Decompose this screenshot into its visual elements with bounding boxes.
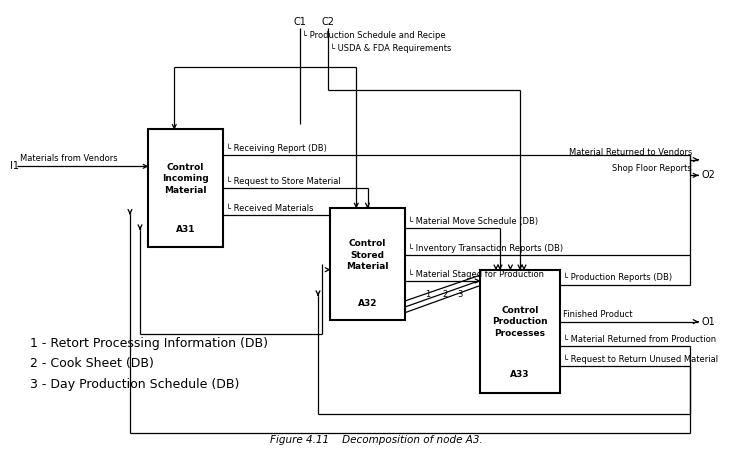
Text: Control
Production
Processes: Control Production Processes (493, 306, 547, 338)
Text: Materials from Vendors: Materials from Vendors (20, 154, 117, 163)
Text: └ USDA & FDA Requirements: └ USDA & FDA Requirements (330, 44, 451, 53)
Bar (148, 129, 223, 247)
Text: └ Request to Store Material: └ Request to Store Material (226, 177, 341, 186)
Text: C1: C1 (293, 17, 306, 27)
Text: └ Request to Return Unused Material: └ Request to Return Unused Material (563, 355, 718, 364)
Text: 2 - Cook Sheet (DB): 2 - Cook Sheet (DB) (30, 357, 154, 370)
Text: C2: C2 (322, 17, 335, 27)
Bar (330, 208, 405, 320)
Text: O1: O1 (701, 316, 714, 326)
Text: 1 - Retort Processing Information (DB): 1 - Retort Processing Information (DB) (30, 337, 268, 350)
Text: 1: 1 (426, 291, 431, 300)
Text: └ Production Schedule and Recipe: └ Production Schedule and Recipe (302, 30, 446, 40)
Text: └ Receiving Report (DB): └ Receiving Report (DB) (226, 143, 327, 153)
Text: └ Production Reports (DB): └ Production Reports (DB) (563, 273, 672, 282)
Text: I1: I1 (10, 161, 19, 171)
Text: └ Material Staged for Production: └ Material Staged for Production (408, 269, 544, 279)
Text: A33: A33 (511, 370, 529, 379)
Text: Figure 4.11    Decomposition of node A3.: Figure 4.11 Decomposition of node A3. (270, 435, 482, 445)
Text: Material Returned to Vendors: Material Returned to Vendors (569, 148, 692, 158)
Text: O2: O2 (701, 170, 715, 180)
Text: └ Received Materials: └ Received Materials (226, 204, 314, 213)
Bar (480, 270, 560, 393)
Text: A31: A31 (176, 225, 196, 234)
Text: Control
Stored
Material: Control Stored Material (346, 239, 389, 271)
Text: A32: A32 (358, 299, 378, 308)
Text: Control
Incoming
Material: Control Incoming Material (162, 163, 209, 195)
Text: └ Material Returned from Production: └ Material Returned from Production (563, 335, 716, 344)
Text: 2: 2 (442, 291, 447, 300)
Text: 3: 3 (457, 291, 462, 300)
Text: Shop Floor Reports: Shop Floor Reports (612, 164, 692, 173)
Text: Finished Product: Finished Product (563, 311, 632, 319)
Text: 3 - Day Production Schedule (DB): 3 - Day Production Schedule (DB) (30, 378, 239, 390)
Text: └ Material Move Schedule (DB): └ Material Move Schedule (DB) (408, 217, 538, 226)
Text: └ Inventory Transaction Reports (DB): └ Inventory Transaction Reports (DB) (408, 243, 563, 253)
